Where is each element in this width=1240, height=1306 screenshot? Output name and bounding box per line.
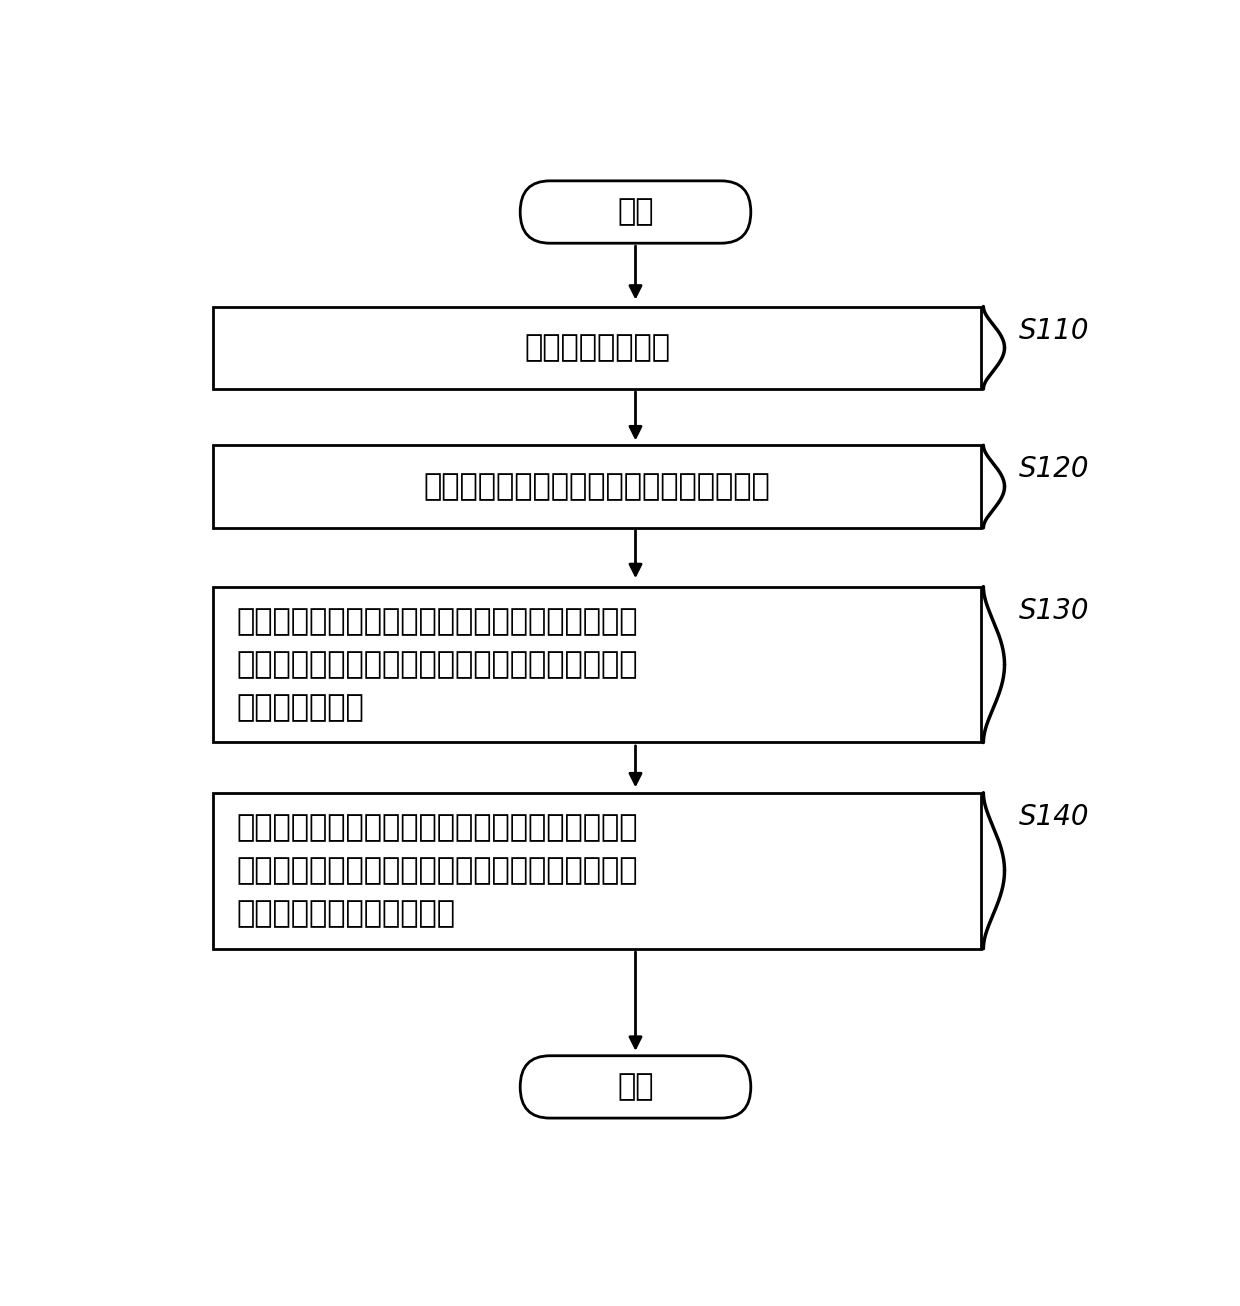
Text: 将所述目标人脸的结构度量特征输入预先训练的口
呼吸面容识别模型，获取所述口呼吸面容识别模型
输出的口呼吸面容识别结果: 将所述目标人脸的结构度量特征输入预先训练的口 呼吸面容识别模型，获取所述口呼吸面… <box>237 814 639 929</box>
Text: 结束: 结束 <box>618 1072 653 1101</box>
Text: S110: S110 <box>1019 316 1090 345</box>
FancyBboxPatch shape <box>521 180 751 243</box>
FancyBboxPatch shape <box>521 1055 751 1118</box>
Text: S140: S140 <box>1019 803 1090 831</box>
Text: 确定所述有效人脸图像中目标人脸的姿态角: 确定所述有效人脸图像中目标人脸的姿态角 <box>424 471 770 502</box>
Text: S120: S120 <box>1019 456 1090 483</box>
Text: 采集有效人脸图像: 采集有效人脸图像 <box>525 333 670 362</box>
Text: 开始: 开始 <box>618 197 653 226</box>
Bar <box>213 307 982 389</box>
Bar <box>213 586 982 743</box>
Bar <box>213 445 982 528</box>
Text: 如果所述目标人脸的姿态角在预设的姿态角范围之
内，则在所述有效人脸图像中，提取所述目标人脸
的结构度量特征: 如果所述目标人脸的姿态角在预设的姿态角范围之 内，则在所述有效人脸图像中，提取所… <box>237 607 639 722</box>
Bar <box>213 793 982 948</box>
Text: S130: S130 <box>1019 597 1090 624</box>
